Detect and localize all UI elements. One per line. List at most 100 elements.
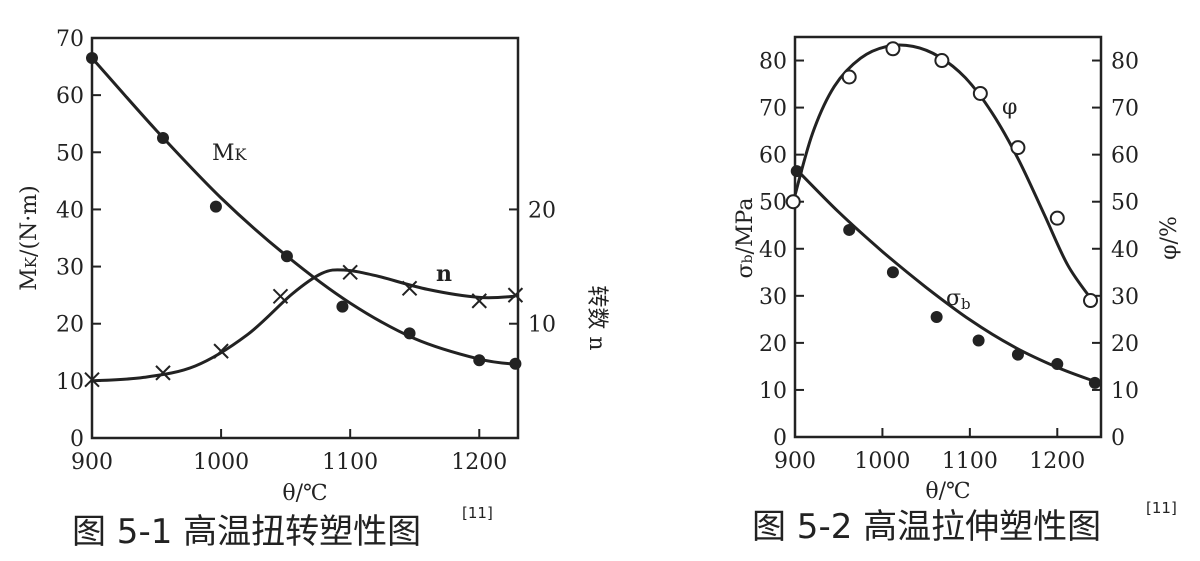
tick-marks-1: [91, 37, 518, 439]
y-tick-label-left: 10: [56, 370, 84, 395]
data-point-φ: [972, 85, 988, 101]
cross-stroke: [471, 293, 487, 309]
mk-subscript: K: [235, 145, 248, 164]
data-point-φ: [885, 41, 901, 57]
y-tick-label-left: 20: [56, 313, 84, 338]
y-tick-label-right: 10: [528, 313, 556, 338]
series-curve-σb: [795, 168, 1096, 383]
caption-1: 图 5-1 高温扭转塑性图: [72, 512, 421, 552]
y-tick-label-left: 30: [759, 285, 787, 310]
data-point-n: [342, 264, 358, 280]
data-point-φ: [785, 194, 801, 210]
data-point-Mk: [509, 357, 522, 370]
y-tick-label-right: 10: [1111, 379, 1139, 404]
cross-stroke: [84, 372, 100, 388]
y-tick-label-right: 50: [1111, 191, 1139, 216]
series-label-n: n: [436, 261, 452, 287]
data-point-n: [471, 293, 487, 309]
y-tick-label-left: 40: [56, 198, 84, 223]
data-point-σb: [886, 266, 899, 279]
x-tick-label: 1000: [193, 450, 249, 475]
y-axis-label-left-1: MK/(N·m): [17, 185, 42, 290]
chart-tensile-plasticity: 900 1000 1100 1200 0 10 20 30 40 50 60 70 80 0 10 20 30 4…: [733, 35, 1182, 547]
data-point-φ: [841, 69, 857, 85]
x-axis-label-1: θ/℃: [282, 481, 327, 506]
tick-labels-2: 900 1000 1100 1200 0 10 20 30 40 50 60 70 80 0 10 20 30 4…: [759, 50, 1139, 474]
y-tick-label-left: 20: [759, 332, 787, 357]
caption-2: 图 5-2 高温拉伸塑性图: [752, 507, 1101, 547]
x-axis-label-2: θ/℃: [925, 479, 970, 504]
curves-1: [90, 57, 516, 383]
cross-stroke: [507, 287, 524, 303]
markers-2: [785, 41, 1101, 389]
cross-stroke: [342, 264, 358, 280]
data-point-σb: [790, 165, 803, 178]
y-tick-label-right: 70: [1111, 97, 1139, 122]
series-curve-n: [91, 268, 516, 383]
data-point-Mk: [403, 327, 416, 340]
y-tick-label-right: 30: [1111, 285, 1139, 310]
cross-stroke: [401, 280, 418, 296]
markers-1: [84, 52, 524, 388]
y-tick-label-left: 80: [759, 50, 787, 75]
data-point-Mk: [157, 132, 169, 144]
y-tick-label-left: 50: [759, 191, 787, 216]
data-point-φ: [934, 53, 950, 69]
y-tick-label-right: 20: [528, 198, 556, 223]
series-label-phi: φ: [1002, 95, 1017, 120]
x-tick-label: 1000: [854, 449, 910, 474]
tick-marks-2: [794, 59, 1101, 438]
data-point-Mk: [280, 250, 293, 263]
x-tick-label: 1200: [1029, 449, 1085, 474]
series-curve-φ: [791, 43, 1094, 302]
x-tick-label: 1200: [451, 450, 507, 475]
y-tick-label-left: 70: [56, 27, 84, 52]
y-tick-label-right: 40: [1111, 238, 1139, 263]
y-tick-label-right: 80: [1111, 50, 1139, 75]
tick-labels-1: 900 1000 1100 1200 0 10 20 30 40 50 60 70 10 20: [56, 27, 556, 475]
y-tick-label-left: 0: [70, 427, 84, 452]
y-tick-label-left: 40: [759, 238, 787, 263]
series-label-sigma: σb: [946, 286, 971, 313]
y-tick-label-right: 0: [1111, 426, 1125, 451]
data-point-n: [213, 343, 229, 359]
y-tick-label-left: 30: [56, 256, 84, 281]
plot-frame-1: [90, 36, 520, 440]
y-tick-label-left: 0: [773, 426, 787, 451]
data-point-σb: [843, 223, 856, 236]
data-point-Mk: [336, 300, 349, 313]
data-point-φ: [1083, 293, 1099, 309]
data-point-n: [401, 280, 418, 296]
curves-2: [791, 43, 1096, 383]
data-point-σb: [930, 311, 943, 323]
y-tick-label-left: 60: [56, 84, 84, 109]
y-tick-label-left: 70: [759, 97, 787, 122]
data-point-φ: [1010, 140, 1026, 156]
x-tick-label: 1100: [942, 449, 998, 474]
cross-stroke: [272, 288, 289, 304]
plot-frame-2: [793, 35, 1103, 439]
y-axis-label-right-2: φ/%: [1157, 216, 1182, 260]
data-point-σb: [972, 334, 985, 347]
y-tick-label-right: 20: [1111, 332, 1139, 357]
y-tick-label-left: 60: [759, 144, 787, 169]
data-point-σb: [1011, 348, 1024, 361]
series-curve-Mk: [90, 57, 516, 366]
data-point-n: [84, 372, 100, 388]
x-tick-label: 900: [71, 450, 113, 475]
cross-stroke: [155, 365, 171, 381]
data-point-n: [507, 287, 524, 303]
data-point-σb: [1051, 358, 1064, 371]
data-point-Mk: [209, 200, 222, 213]
y-tick-label-left: 50: [56, 141, 84, 166]
series-label-mk: MK: [212, 141, 248, 166]
data-point-n: [155, 365, 171, 381]
cross-stroke: [213, 343, 229, 359]
data-point-Mk: [473, 354, 486, 367]
data-point-Mk: [86, 52, 98, 64]
data-point-σb: [1088, 376, 1101, 389]
data-point-φ: [1049, 210, 1065, 226]
data-point-n: [272, 288, 289, 304]
